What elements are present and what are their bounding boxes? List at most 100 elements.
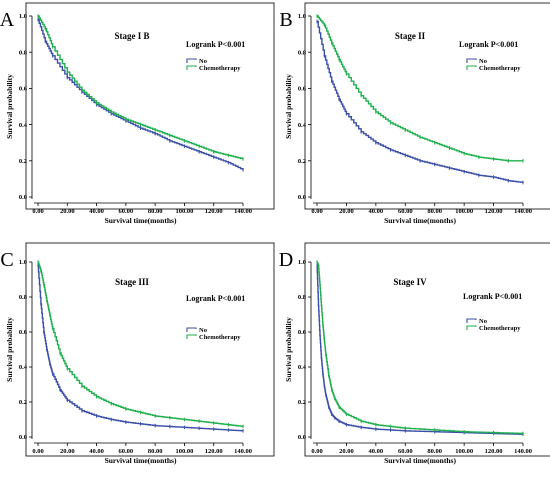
y-tick-label: 0.6 [298,86,307,93]
series-chemotherapy [37,14,244,161]
y-axis-title: Survival probability [5,317,14,382]
x-tick-label: 100.00 [175,208,193,215]
y-tick-label: 0.0 [19,194,27,201]
x-tick-label: 120.00 [485,208,503,215]
x-tick-label: 20.00 [60,448,75,455]
x-tick-label: 140.00 [234,208,252,215]
y-tick-label: 0.0 [298,194,306,201]
series-no [37,263,244,433]
x-axis-title: Survival time(months) [105,456,177,465]
legend-label: Chemotherapy [199,65,241,72]
x-tick-label: 120.00 [205,448,223,455]
legend-label: No [479,58,487,65]
x-tick-label: 120.00 [205,208,223,215]
legend-swatch-chemotherapy [466,65,477,70]
panel-title: Stage IV [393,277,427,287]
x-tick-label: 100.00 [455,448,473,455]
legend-swatch-no [466,58,477,63]
y-tick-label: 1.0 [19,259,27,266]
panel-title: Stage III [115,277,149,287]
panel-frame [304,242,550,457]
x-tick-label: 20.00 [60,208,75,215]
y-tick-label: 1.0 [19,13,27,20]
series-chemotherapy [316,14,524,163]
y-tick-label: 0.2 [19,399,27,406]
x-tick-label: 20.00 [339,208,354,215]
y-tick-label: 0.4 [298,364,307,371]
legend-swatch-no [466,318,477,323]
y-tick-label: 0.2 [19,158,27,165]
panel-frame [25,242,275,457]
y-tick-label: 0.8 [19,49,28,56]
x-tick-label: 0.00 [32,208,43,215]
y-tick-label: 1.0 [298,259,306,266]
x-tick-label: 40.00 [369,448,384,455]
km-curve [37,264,244,432]
panel-a: A 0.0 0.2 0.4 0.6 0.8 1.0 0.00 20.00 40.00 60.00 80… [0,2,275,225]
series-no [316,263,524,437]
legend-label: Chemotherapy [199,334,241,341]
km-curve [316,261,524,435]
x-axis-title: Survival time(months) [384,216,456,225]
legend-label: No [199,58,207,65]
legend-swatch-chemotherapy [466,325,477,330]
x-tick-label: 60.00 [119,208,134,215]
y-tick-label: 0.4 [298,122,307,129]
panel-title: Stage I B [114,31,149,41]
y-tick-label: 0.6 [19,329,28,336]
series-chemotherapy [37,260,244,429]
km-curve [316,264,524,435]
y-tick-label: 1.0 [298,13,306,20]
x-tick-label: 140.00 [514,208,532,215]
logrank-annotation: Logrank P<0.001 [459,40,518,49]
x-tick-label: 40.00 [89,448,104,455]
panel-c: C 0.0 0.2 0.4 0.6 0.8 1.0 0.00 20.00 40.00 60.00 80… [0,242,275,465]
x-tick-label: 40.00 [89,208,104,215]
legend-label: Chemotherapy [479,65,521,72]
legend-label: No [479,318,487,325]
y-tick-label: 0.8 [298,294,307,301]
y-tick-label: 0.4 [19,364,28,371]
x-tick-label: 140.00 [514,448,532,455]
panel-letter: A [0,9,15,31]
series-no [37,17,244,172]
x-tick-label: 60.00 [398,448,413,455]
y-tick-label: 0.4 [19,122,28,129]
panel-b: B 0.0 0.2 0.4 0.6 0.8 1.0 0.00 20.00 40.00 60.00 80… [279,2,550,225]
x-tick-label: 100.00 [455,208,473,215]
x-tick-label: 120.00 [485,448,503,455]
km-curve [38,18,244,170]
y-tick-label: 0.2 [298,399,306,406]
logrank-annotation: Logrank P<0.001 [186,294,245,303]
y-axis-title: Survival probability [284,74,293,139]
y-tick-label: 0.6 [298,329,307,336]
panel-title: Stage II [395,31,426,41]
x-tick-label: 20.00 [339,448,354,455]
y-tick-label: 0.6 [19,86,28,93]
x-tick-label: 80.00 [148,208,163,215]
x-tick-label: 140.00 [234,448,252,455]
km-curve [37,261,244,427]
legend-swatch-no [186,327,197,332]
x-tick-label: 60.00 [119,448,134,455]
x-tick-label: 100.00 [175,448,193,455]
x-tick-label: 40.00 [369,208,384,215]
y-tick-label: 0.0 [298,434,306,441]
legend-label: No [199,327,207,334]
x-tick-label: 60.00 [398,208,413,215]
panel-letter: D [279,249,293,271]
panel-frame [25,2,275,210]
panel-letter: B [279,9,292,31]
y-tick-label: 0.2 [298,158,306,165]
legend-swatch-no [186,58,197,63]
x-tick-label: 0.00 [311,448,322,455]
series-chemotherapy [316,260,524,436]
x-tick-label: 0.00 [311,208,322,215]
km-curve [38,15,244,160]
logrank-annotation: Logrank P<0.001 [463,292,522,301]
y-tick-label: 0.8 [19,294,28,301]
